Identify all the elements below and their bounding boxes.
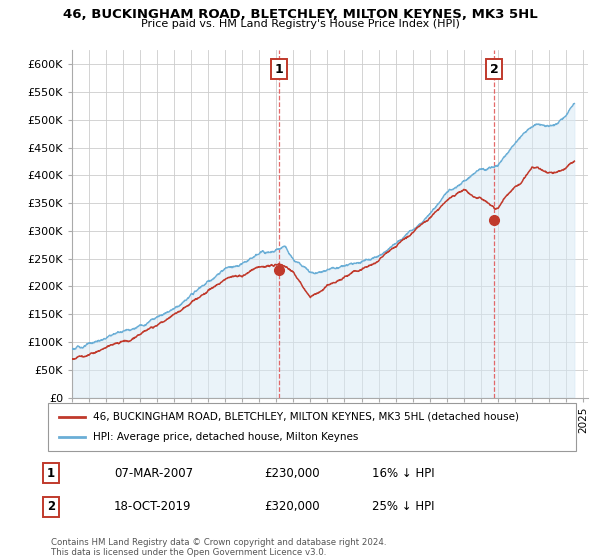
Text: 1: 1 <box>47 466 55 480</box>
Text: £230,000: £230,000 <box>264 466 320 480</box>
Text: 46, BUCKINGHAM ROAD, BLETCHLEY, MILTON KEYNES, MK3 5HL: 46, BUCKINGHAM ROAD, BLETCHLEY, MILTON K… <box>62 8 538 21</box>
Text: 07-MAR-2007: 07-MAR-2007 <box>114 466 193 480</box>
FancyBboxPatch shape <box>48 403 576 451</box>
Text: 16% ↓ HPI: 16% ↓ HPI <box>372 466 434 480</box>
Text: 2: 2 <box>47 500 55 514</box>
Text: Price paid vs. HM Land Registry's House Price Index (HPI): Price paid vs. HM Land Registry's House … <box>140 19 460 29</box>
Text: 46, BUCKINGHAM ROAD, BLETCHLEY, MILTON KEYNES, MK3 5HL (detached house): 46, BUCKINGHAM ROAD, BLETCHLEY, MILTON K… <box>93 412 519 422</box>
Text: Contains HM Land Registry data © Crown copyright and database right 2024.
This d: Contains HM Land Registry data © Crown c… <box>51 538 386 557</box>
Text: 25% ↓ HPI: 25% ↓ HPI <box>372 500 434 514</box>
Text: £320,000: £320,000 <box>264 500 320 514</box>
Text: HPI: Average price, detached house, Milton Keynes: HPI: Average price, detached house, Milt… <box>93 432 358 442</box>
Text: 1: 1 <box>275 63 284 76</box>
Text: 2: 2 <box>490 63 499 76</box>
Text: 18-OCT-2019: 18-OCT-2019 <box>114 500 191 514</box>
